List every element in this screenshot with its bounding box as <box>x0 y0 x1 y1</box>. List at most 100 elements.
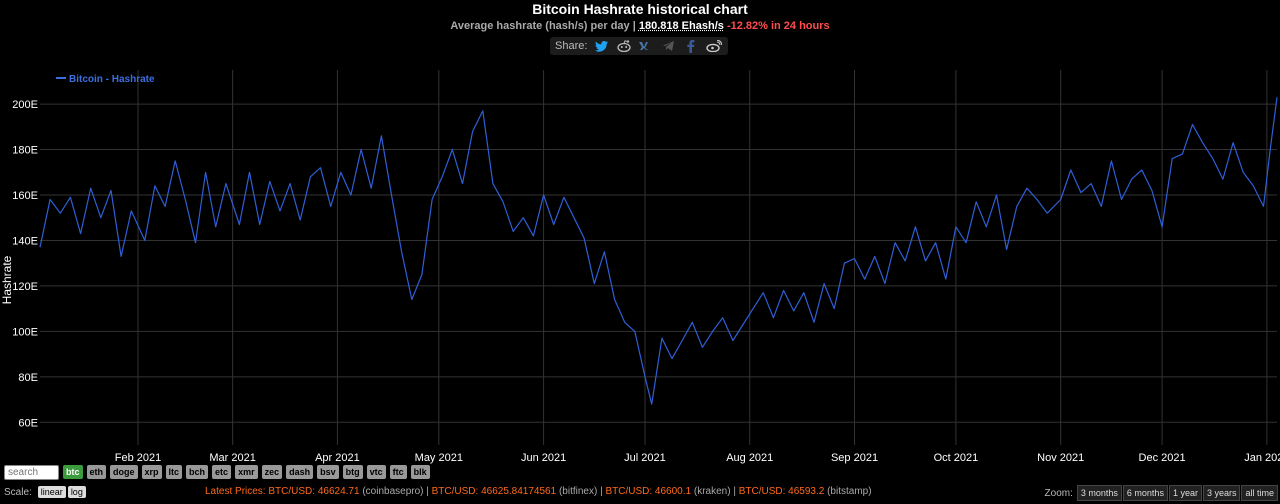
coin-button-btg[interactable]: btg <box>342 465 363 479</box>
data-point[interactable] <box>853 257 856 260</box>
data-point[interactable] <box>721 316 724 319</box>
twitter-icon[interactable] <box>593 39 609 53</box>
data-point[interactable] <box>400 250 403 253</box>
data-point[interactable] <box>38 246 41 249</box>
data-point[interactable] <box>975 200 978 203</box>
coin-button-bch[interactable]: bch <box>186 465 209 479</box>
data-point[interactable] <box>512 230 515 233</box>
data-point[interactable] <box>552 223 555 226</box>
data-point[interactable] <box>741 323 744 326</box>
data-point[interactable] <box>964 241 967 244</box>
data-point[interactable] <box>603 250 606 253</box>
data-point[interactable] <box>120 255 123 258</box>
data-point[interactable] <box>701 346 704 349</box>
data-point[interactable] <box>1069 168 1072 171</box>
data-point[interactable] <box>359 148 362 151</box>
data-point[interactable] <box>1160 225 1163 228</box>
data-point[interactable] <box>339 171 342 174</box>
data-point[interactable] <box>1231 141 1234 144</box>
data-point[interactable] <box>823 282 826 285</box>
coin-button-vtc[interactable]: vtc <box>366 465 386 479</box>
coin-button-etc[interactable]: etc <box>212 465 232 479</box>
data-point[interactable] <box>390 193 393 196</box>
chart-legend[interactable]: Bitcoin - Hashrate <box>56 74 155 85</box>
data-point[interactable] <box>430 198 433 201</box>
data-point[interactable] <box>1150 189 1153 192</box>
data-point[interactable] <box>593 282 596 285</box>
data-point[interactable] <box>924 259 927 262</box>
data-point[interactable] <box>238 223 241 226</box>
data-point[interactable] <box>471 130 474 133</box>
data-point[interactable] <box>1211 157 1214 160</box>
coin-button-btc[interactable]: btc <box>63 465 83 479</box>
data-point[interactable] <box>248 171 251 174</box>
data-point[interactable] <box>583 237 586 240</box>
data-point[interactable] <box>731 339 734 342</box>
data-point[interactable] <box>995 193 998 196</box>
coin-button-doge[interactable]: doge <box>110 465 138 479</box>
data-point[interactable] <box>380 134 383 137</box>
data-point[interactable] <box>1181 152 1184 155</box>
data-point[interactable] <box>69 196 72 199</box>
data-point[interactable] <box>451 148 454 151</box>
coin-button-xrp[interactable]: xrp <box>141 465 162 479</box>
data-point[interactable] <box>650 402 653 405</box>
data-point[interactable] <box>954 225 957 228</box>
data-point[interactable] <box>309 175 312 178</box>
data-point[interactable] <box>782 289 785 292</box>
data-point[interactable] <box>863 277 866 280</box>
data-point[interactable] <box>1262 205 1265 208</box>
coin-button-zec[interactable]: zec <box>261 465 283 479</box>
data-point[interactable] <box>1005 248 1008 251</box>
scale-linear-button[interactable]: linear <box>37 486 66 498</box>
data-point[interactable] <box>491 182 494 185</box>
data-point[interactable] <box>278 209 281 212</box>
series-line-hashrate[interactable] <box>39 97 1278 405</box>
data-point[interactable] <box>1171 157 1174 160</box>
data-point[interactable] <box>163 205 166 208</box>
data-point[interactable] <box>1110 159 1113 162</box>
data-point[interactable] <box>762 291 765 294</box>
data-point[interactable] <box>1191 123 1194 126</box>
data-point[interactable] <box>1100 205 1103 208</box>
data-point[interactable] <box>1269 148 1272 151</box>
coin-button-ftc[interactable]: ftc <box>389 465 407 479</box>
data-point[interactable] <box>268 180 271 183</box>
data-point[interactable] <box>1035 198 1038 201</box>
data-point[interactable] <box>143 239 146 242</box>
data-point[interactable] <box>99 216 102 219</box>
search-input[interactable] <box>4 464 59 480</box>
zoom-all-time-button[interactable]: all time <box>1241 485 1278 501</box>
data-point[interactable] <box>461 182 464 185</box>
data-point[interactable] <box>944 277 947 280</box>
coin-button-xmr[interactable]: xmr <box>235 465 258 479</box>
data-point[interactable] <box>1275 96 1278 99</box>
data-point[interactable] <box>501 200 504 203</box>
data-point[interactable] <box>542 193 545 196</box>
data-point[interactable] <box>623 321 626 324</box>
data-point[interactable] <box>1015 205 1018 208</box>
facebook-icon[interactable] <box>683 39 699 53</box>
coin-button-blk[interactable]: blk <box>410 465 430 479</box>
data-point[interactable] <box>349 193 352 196</box>
data-point[interactable] <box>562 196 565 199</box>
data-point[interactable] <box>1025 187 1028 190</box>
data-point[interactable] <box>681 339 684 342</box>
data-point[interactable] <box>410 298 413 301</box>
data-point[interactable] <box>1201 141 1204 144</box>
data-point[interactable] <box>691 321 694 324</box>
data-point[interactable] <box>1120 198 1123 201</box>
data-point[interactable] <box>772 316 775 319</box>
data-point[interactable] <box>532 234 535 237</box>
zoom-6-months-button[interactable]: 6 months <box>1122 485 1168 501</box>
data-point[interactable] <box>319 166 322 169</box>
data-point[interactable] <box>1079 191 1082 194</box>
data-point[interactable] <box>1130 177 1133 180</box>
data-point[interactable] <box>873 255 876 258</box>
data-point[interactable] <box>49 198 52 201</box>
data-point[interactable] <box>1059 198 1062 201</box>
vk-icon[interactable] <box>638 39 654 53</box>
weibo-icon[interactable] <box>706 39 722 53</box>
data-point[interactable] <box>1046 212 1049 215</box>
data-point[interactable] <box>643 375 646 378</box>
